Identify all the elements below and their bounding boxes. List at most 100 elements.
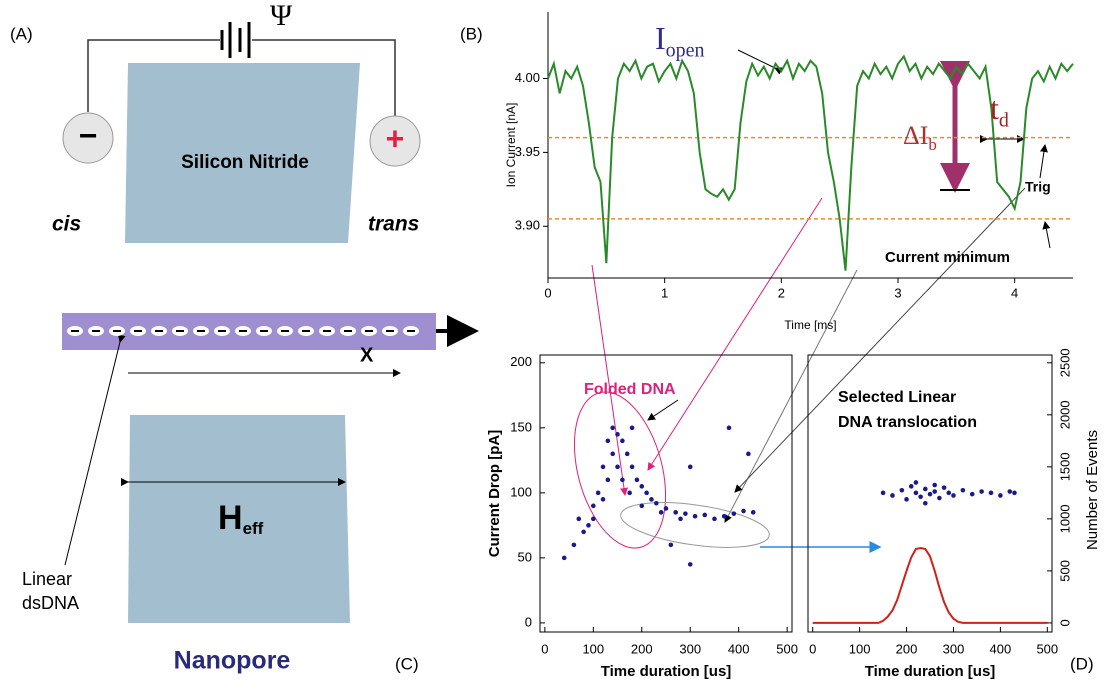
x-axis-title: Time [ms]	[784, 318, 836, 332]
event-point	[741, 509, 746, 514]
event-point	[606, 439, 611, 444]
event-point	[639, 484, 644, 489]
nanopore-label: Nanopore	[174, 647, 291, 675]
annotation: Folded DNA	[584, 381, 676, 398]
event-point	[576, 517, 581, 522]
event-point	[664, 506, 669, 511]
event-point	[630, 426, 635, 431]
x-tick-label: 400	[990, 641, 1012, 656]
dna-label: dsDNA	[22, 593, 79, 613]
y-tick-label: 50	[518, 549, 532, 564]
event-point	[620, 439, 625, 444]
event-point	[606, 478, 611, 483]
event-point	[581, 530, 586, 535]
event-point	[923, 487, 928, 492]
event-point	[702, 513, 707, 518]
event-point	[654, 501, 659, 506]
event-point	[909, 484, 914, 489]
delta-i-label-main: ΔI	[903, 121, 928, 150]
trig-label: Trig	[1025, 179, 1051, 195]
event-point	[635, 478, 640, 483]
event-point	[970, 492, 975, 497]
event-point	[683, 511, 688, 516]
x-tick-label: 2	[778, 285, 785, 300]
event-point	[951, 493, 956, 498]
panel-label: (D)	[1070, 654, 1094, 673]
cis-label: cis	[52, 213, 81, 236]
minus-sign: −	[79, 117, 98, 153]
dna-label: Linear	[22, 569, 72, 589]
event-point	[914, 480, 919, 485]
trans-label: trans	[368, 213, 419, 236]
h-main: H	[218, 499, 243, 537]
y-tick-label: 4.00	[515, 70, 540, 85]
td-label-sub: d	[999, 109, 1009, 131]
x-tick-label: 500	[776, 641, 798, 656]
event-point	[688, 562, 693, 567]
event-point	[881, 491, 886, 496]
event-point	[900, 488, 905, 493]
i-open-label-sub: open	[666, 39, 705, 61]
panel-label: (B)	[460, 24, 483, 43]
event-point	[904, 497, 909, 502]
y2-axis-title: Number of Events	[1084, 430, 1101, 550]
x-tick-label: 1	[661, 285, 668, 300]
event-point	[722, 514, 727, 519]
panel-label: (A)	[10, 24, 33, 43]
event-point	[688, 465, 693, 470]
event-point	[630, 465, 635, 470]
x-tick-label: 200	[631, 641, 653, 656]
x-tick-label: 100	[582, 641, 604, 656]
y-tick-label: 200	[510, 354, 532, 369]
i-open-label-main: I	[655, 20, 666, 56]
panel-title: Selected Linear	[838, 389, 956, 406]
x-tick-label: 300	[679, 641, 701, 656]
x-tick-label: 200	[896, 641, 918, 656]
event-point	[601, 465, 606, 470]
axis-x-label: X	[360, 344, 374, 366]
event-point	[610, 426, 615, 431]
event-point	[586, 523, 591, 528]
event-point	[639, 504, 644, 509]
x-tick-label: 0	[809, 641, 816, 656]
event-point	[649, 497, 654, 502]
psi: Ψ	[270, 0, 293, 32]
event-point	[673, 510, 678, 515]
y2-tick-label: 1500	[1057, 452, 1072, 481]
event-point	[961, 488, 966, 493]
event-point	[732, 511, 737, 516]
figure: (A)(B)(C)(D)Ψ−+Silicon NitridecistransXL…	[0, 0, 1108, 691]
event-point	[998, 493, 1003, 498]
y-tick-label: 3.90	[515, 218, 540, 233]
delta-i-label: ΔIb	[903, 121, 937, 154]
y-tick-label: 100	[510, 484, 532, 499]
y2-tick-label: 0	[1057, 619, 1072, 626]
event-point	[946, 491, 951, 496]
event-point	[746, 452, 751, 457]
x-tick-label: 0	[541, 641, 548, 656]
event-point	[890, 493, 895, 498]
event-point	[620, 478, 625, 483]
event-point	[979, 489, 984, 494]
x-tick-label: 100	[849, 641, 871, 656]
event-point	[562, 556, 567, 561]
membrane-label: Silicon Nitride	[181, 152, 309, 173]
x-tick-label: 3	[894, 285, 901, 300]
dna-marks	[67, 326, 419, 336]
event-point	[937, 496, 942, 501]
event-point	[932, 489, 937, 494]
x-tick-label: 300	[943, 641, 965, 656]
event-point	[615, 432, 620, 437]
plus-sign: +	[386, 120, 405, 156]
event-point	[918, 494, 923, 499]
x-axis-title: Time duration [us]	[865, 663, 996, 680]
event-point	[751, 510, 756, 515]
td-label: td	[990, 90, 1009, 131]
i-open-label: Iopen	[655, 20, 705, 61]
panel-a-drawing	[62, 22, 475, 623]
y2-tick-label: 1000	[1057, 504, 1072, 533]
x-tick-label: 4	[1011, 285, 1018, 300]
event-point	[923, 501, 928, 506]
event-point	[610, 452, 615, 457]
event-point	[989, 491, 994, 496]
